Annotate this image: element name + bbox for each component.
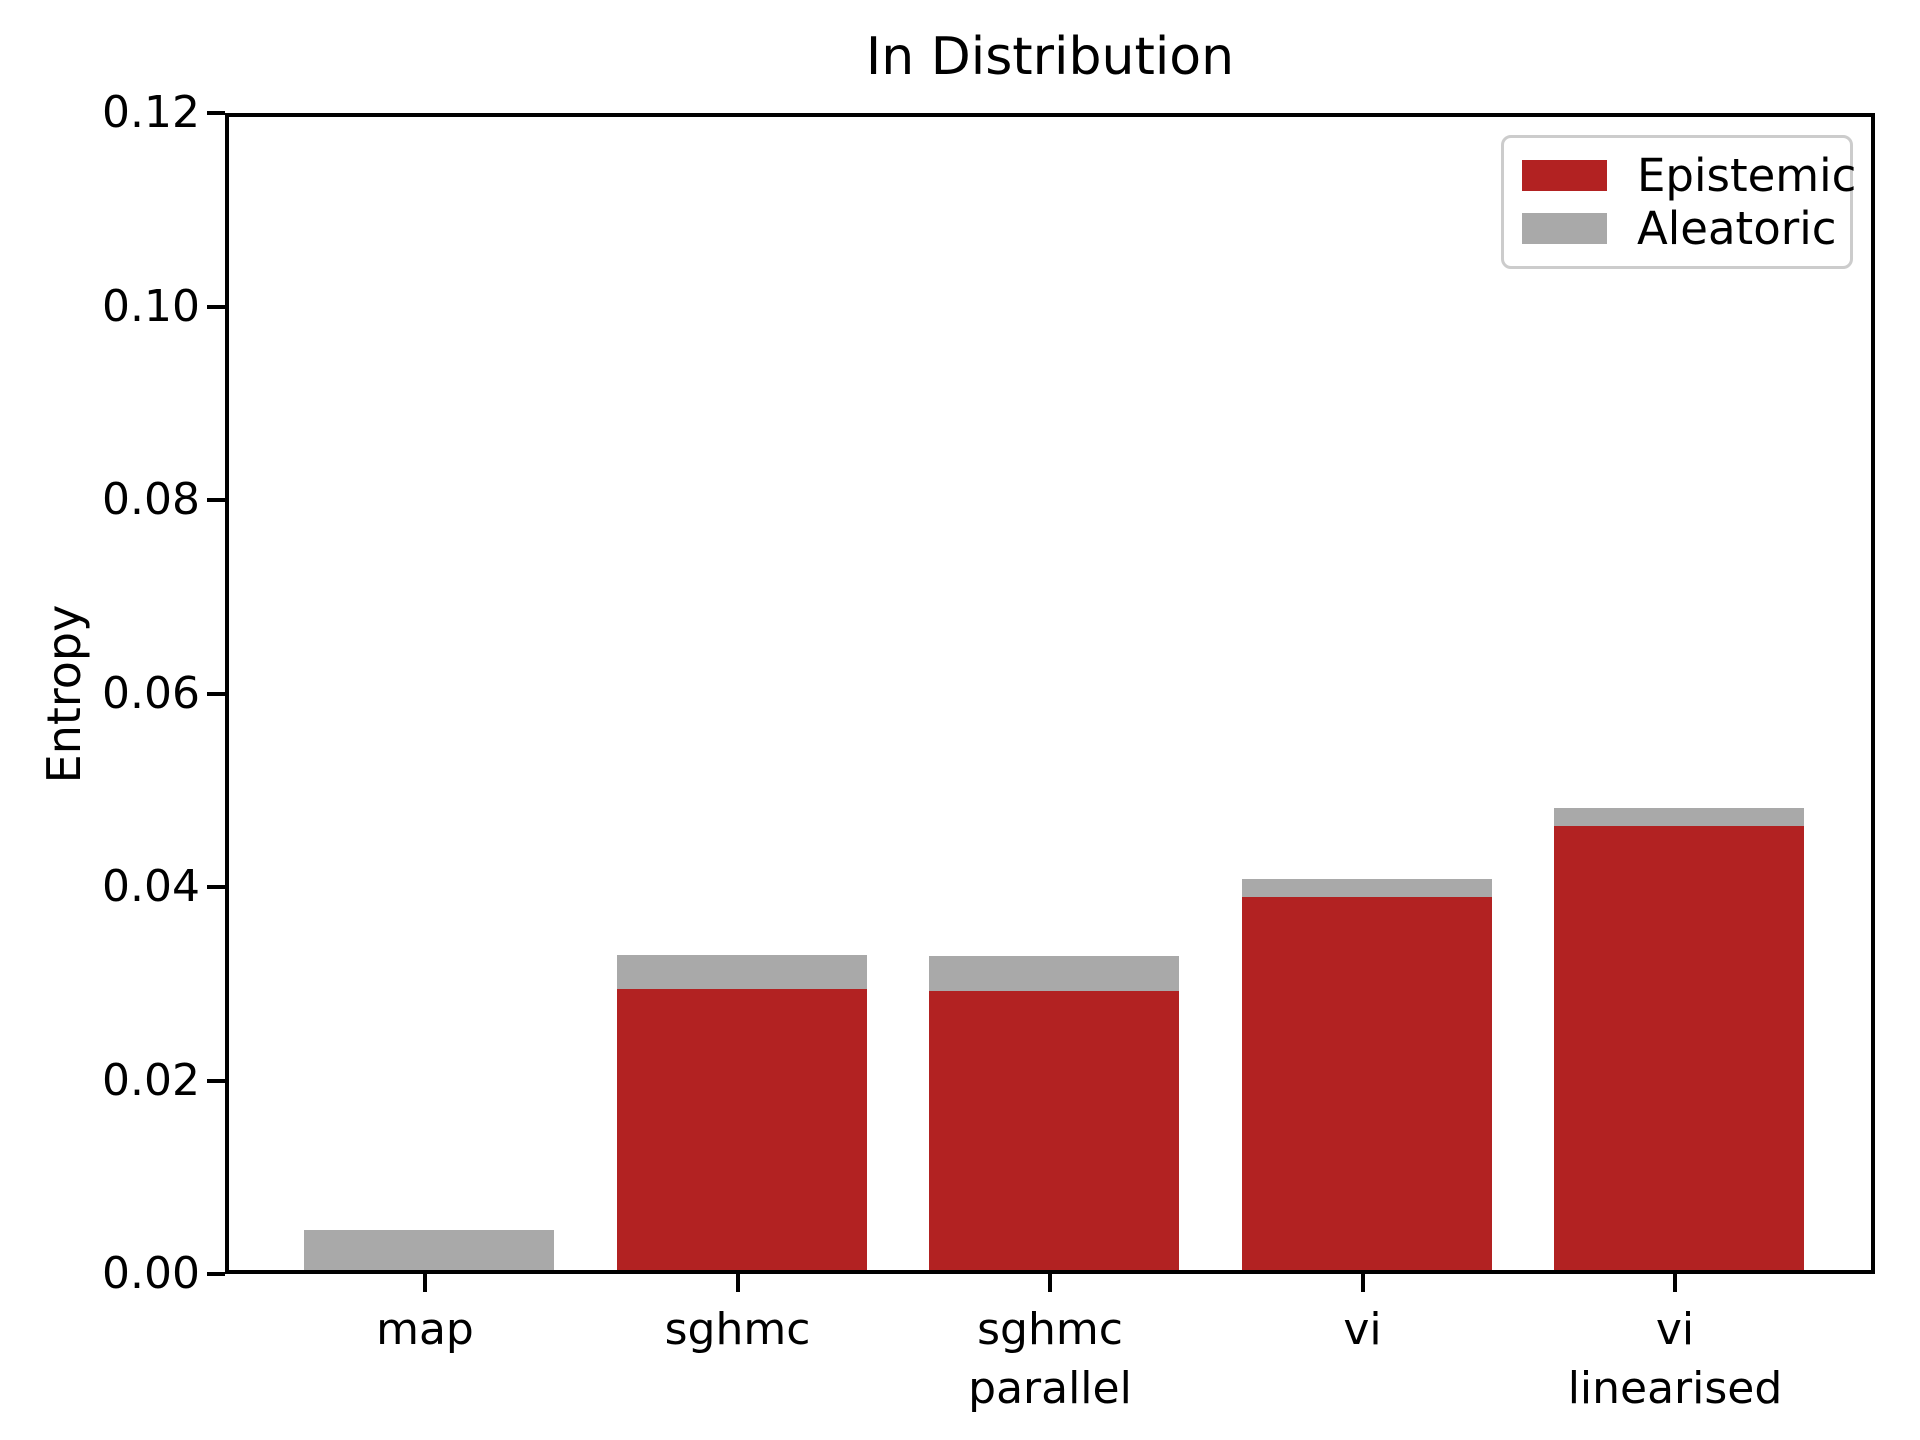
bar-aleatoric-sghmc-parallel bbox=[929, 955, 1179, 992]
chart-title: In Distribution bbox=[865, 27, 1235, 87]
x-tick-label-vi: vi bbox=[1343, 1304, 1382, 1355]
x-tick-mark-vi-linearised bbox=[1673, 1274, 1677, 1292]
y-tick-mark-0.00 bbox=[207, 1272, 225, 1276]
epistemic-swatch-icon bbox=[1522, 159, 1607, 191]
legend-row-aleatoric: Aleatoric bbox=[1522, 206, 1850, 251]
y-tick-label-0.02: 0.02 bbox=[102, 1054, 200, 1106]
legend-label-epistemic: Epistemic bbox=[1637, 148, 1857, 202]
y-tick-mark-0.10 bbox=[207, 304, 225, 309]
y-tick-mark-0.04 bbox=[207, 885, 225, 889]
legend-row-epistemic: Epistemic bbox=[1522, 153, 1856, 198]
y-tick-mark-0.02 bbox=[207, 1078, 225, 1083]
plot-area: Epistemic Aleatoric bbox=[225, 113, 1875, 1274]
legend-label-aleatoric: Aleatoric bbox=[1637, 202, 1837, 256]
bar-aleatoric-sghmc bbox=[616, 954, 867, 990]
y-tick-mark-0.06 bbox=[207, 691, 225, 696]
x-tick-label-sghmc-parallel: sghmc parallel bbox=[968, 1304, 1132, 1415]
y-tick-label-0.10: 0.10 bbox=[102, 280, 200, 332]
x-tick-mark-vi bbox=[1360, 1274, 1365, 1292]
y-tick-label-0.12: 0.12 bbox=[102, 87, 200, 138]
bar-aleatoric-map bbox=[304, 1229, 554, 1270]
bar-epistemic-sghmc-parallel bbox=[929, 991, 1179, 1270]
y-tick-label-0.00: 0.00 bbox=[102, 1248, 200, 1299]
bar-epistemic-vi bbox=[1241, 897, 1492, 1270]
bars-layer bbox=[229, 117, 1871, 1270]
x-tick-label-vi-linearised: vi linearised bbox=[1567, 1304, 1783, 1415]
y-tick-mark-0.08 bbox=[207, 498, 225, 502]
y-tick-label-0.08: 0.08 bbox=[102, 474, 200, 525]
aleatoric-swatch-icon bbox=[1522, 213, 1607, 245]
bar-aleatoric-vi-linearised bbox=[1554, 807, 1804, 827]
x-tick-label-sghmc: sghmc bbox=[664, 1304, 811, 1355]
bar-epistemic-sghmc bbox=[616, 989, 867, 1270]
y-tick-label-0.04: 0.04 bbox=[102, 861, 200, 912]
bar-aleatoric-vi bbox=[1241, 878, 1492, 898]
x-tick-mark-sghmc-parallel bbox=[1048, 1274, 1052, 1292]
y-tick-label-0.06: 0.06 bbox=[102, 667, 200, 719]
x-tick-mark-map bbox=[423, 1274, 427, 1292]
legend: Epistemic Aleatoric bbox=[1501, 135, 1856, 269]
x-tick-mark-sghmc bbox=[735, 1274, 740, 1292]
y-tick-mark-0.12 bbox=[207, 111, 225, 115]
x-tick-label-map: map bbox=[376, 1304, 474, 1355]
bar-epistemic-vi-linearised bbox=[1554, 826, 1804, 1270]
